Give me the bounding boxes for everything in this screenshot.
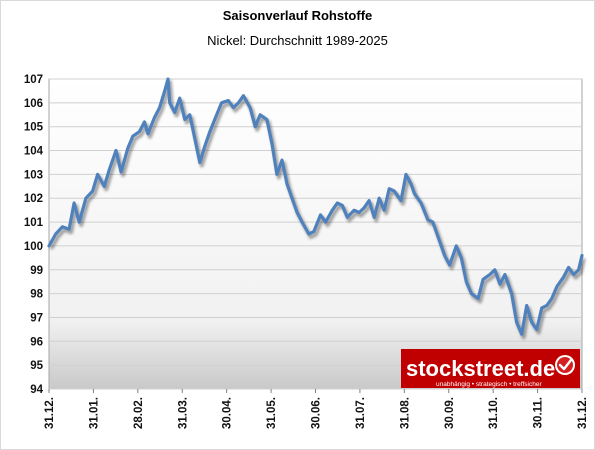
y-tick-label: 101 [24, 217, 44, 229]
y-tick-label: 98 [30, 289, 43, 301]
x-tick-label: 30.04. [222, 397, 234, 429]
checkmark-icon [558, 358, 573, 371]
chart-title: Saisonverlauf Rohstoffe [222, 8, 373, 23]
x-tick-label: 30.11. [533, 397, 545, 428]
x-tick-label: 31.08. [399, 397, 411, 429]
x-tick-label: 31.12. [577, 397, 589, 429]
chart-subtitle: Nickel: Durchschnitt 1989-2025 [207, 33, 388, 48]
x-tick-label: 30.09. [444, 397, 456, 429]
y-tick-label: 94 [30, 384, 43, 396]
y-tick-label: 97 [30, 312, 43, 324]
y-tick-label: 95 [30, 360, 43, 372]
y-tick-label: 96 [30, 336, 43, 348]
y-tick-label: 99 [30, 265, 43, 277]
x-tick-label: 31.07. [355, 397, 367, 429]
series-layer [47, 77, 586, 340]
x-tick-label: 31.05. [266, 397, 278, 429]
x-tick-label: 31.12. [44, 397, 56, 429]
x-tick-label: 30.06. [311, 397, 323, 429]
y-tick-label: 103 [24, 169, 43, 181]
x-axis: 31.12. 31.01. 28.02. 31.03. 30.04. 31.05. 30.0… [44, 389, 589, 429]
y-tick-label: 100 [24, 241, 43, 253]
y-tick-label: 107 [24, 74, 43, 86]
x-tick-label: 31.03. [177, 397, 189, 429]
x-tick-label: 31.10. [488, 397, 500, 429]
y-tick-label: 106 [24, 98, 43, 110]
stockstreet-logo: stockstreet.de unabhängig • strategisch … [401, 349, 580, 388]
series-line-nickel [47, 77, 584, 336]
y-tick-label: 104 [24, 146, 44, 158]
y-tick-label: 105 [24, 122, 44, 134]
y-axis: 94 95 96 97 98 99 100 101 102 103 104 105 106 107 [24, 74, 44, 396]
logo-tagline: unabhängig • strategisch • treffsicher [436, 381, 542, 388]
x-tick-label: 31.01. [88, 397, 100, 429]
x-tick-label: 28.02. [133, 397, 145, 429]
y-tick-label: 102 [24, 193, 43, 205]
logo-text: stockstreet.de [406, 356, 555, 381]
